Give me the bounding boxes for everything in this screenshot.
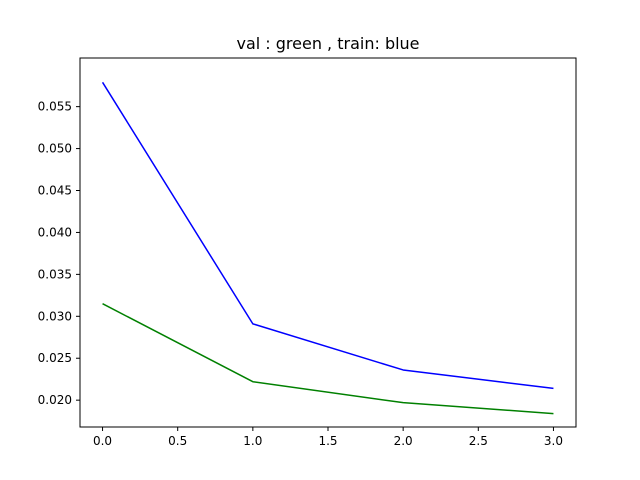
y-axis: 0.020 0.025 0.030 0.035 0.040 0.045 0.050 0.055	[38, 100, 80, 407]
y-tick-label: 0.050	[38, 142, 72, 156]
y-tick-label: 0.055	[38, 100, 72, 114]
x-axis: 0.0 0.5 1.0 1.5 2.0 2.5 3.0	[93, 427, 563, 448]
y-tick-label: 0.025	[38, 351, 72, 365]
x-tick-label: 2.5	[469, 434, 488, 448]
y-tick-label: 0.035	[38, 267, 72, 281]
x-tick-label: 0.5	[168, 434, 187, 448]
chart-title: val : green , train: blue	[236, 34, 419, 53]
series-layer	[101, 81, 554, 415]
x-tick-label: 1.0	[243, 434, 262, 448]
plot-frame	[79, 57, 577, 428]
x-tick-label: 1.5	[318, 434, 337, 448]
x-tick-label: 2.0	[394, 434, 413, 448]
x-tick-label: 3.0	[544, 434, 563, 448]
series-line-0	[101, 81, 554, 390]
y-tick-label: 0.040	[38, 225, 72, 239]
y-tick-label: 0.020	[38, 393, 72, 407]
y-tick-label: 0.045	[38, 184, 72, 198]
x-tick-label: 0.0	[93, 434, 112, 448]
series-line-1	[102, 303, 554, 415]
y-tick-label: 0.030	[38, 309, 72, 323]
